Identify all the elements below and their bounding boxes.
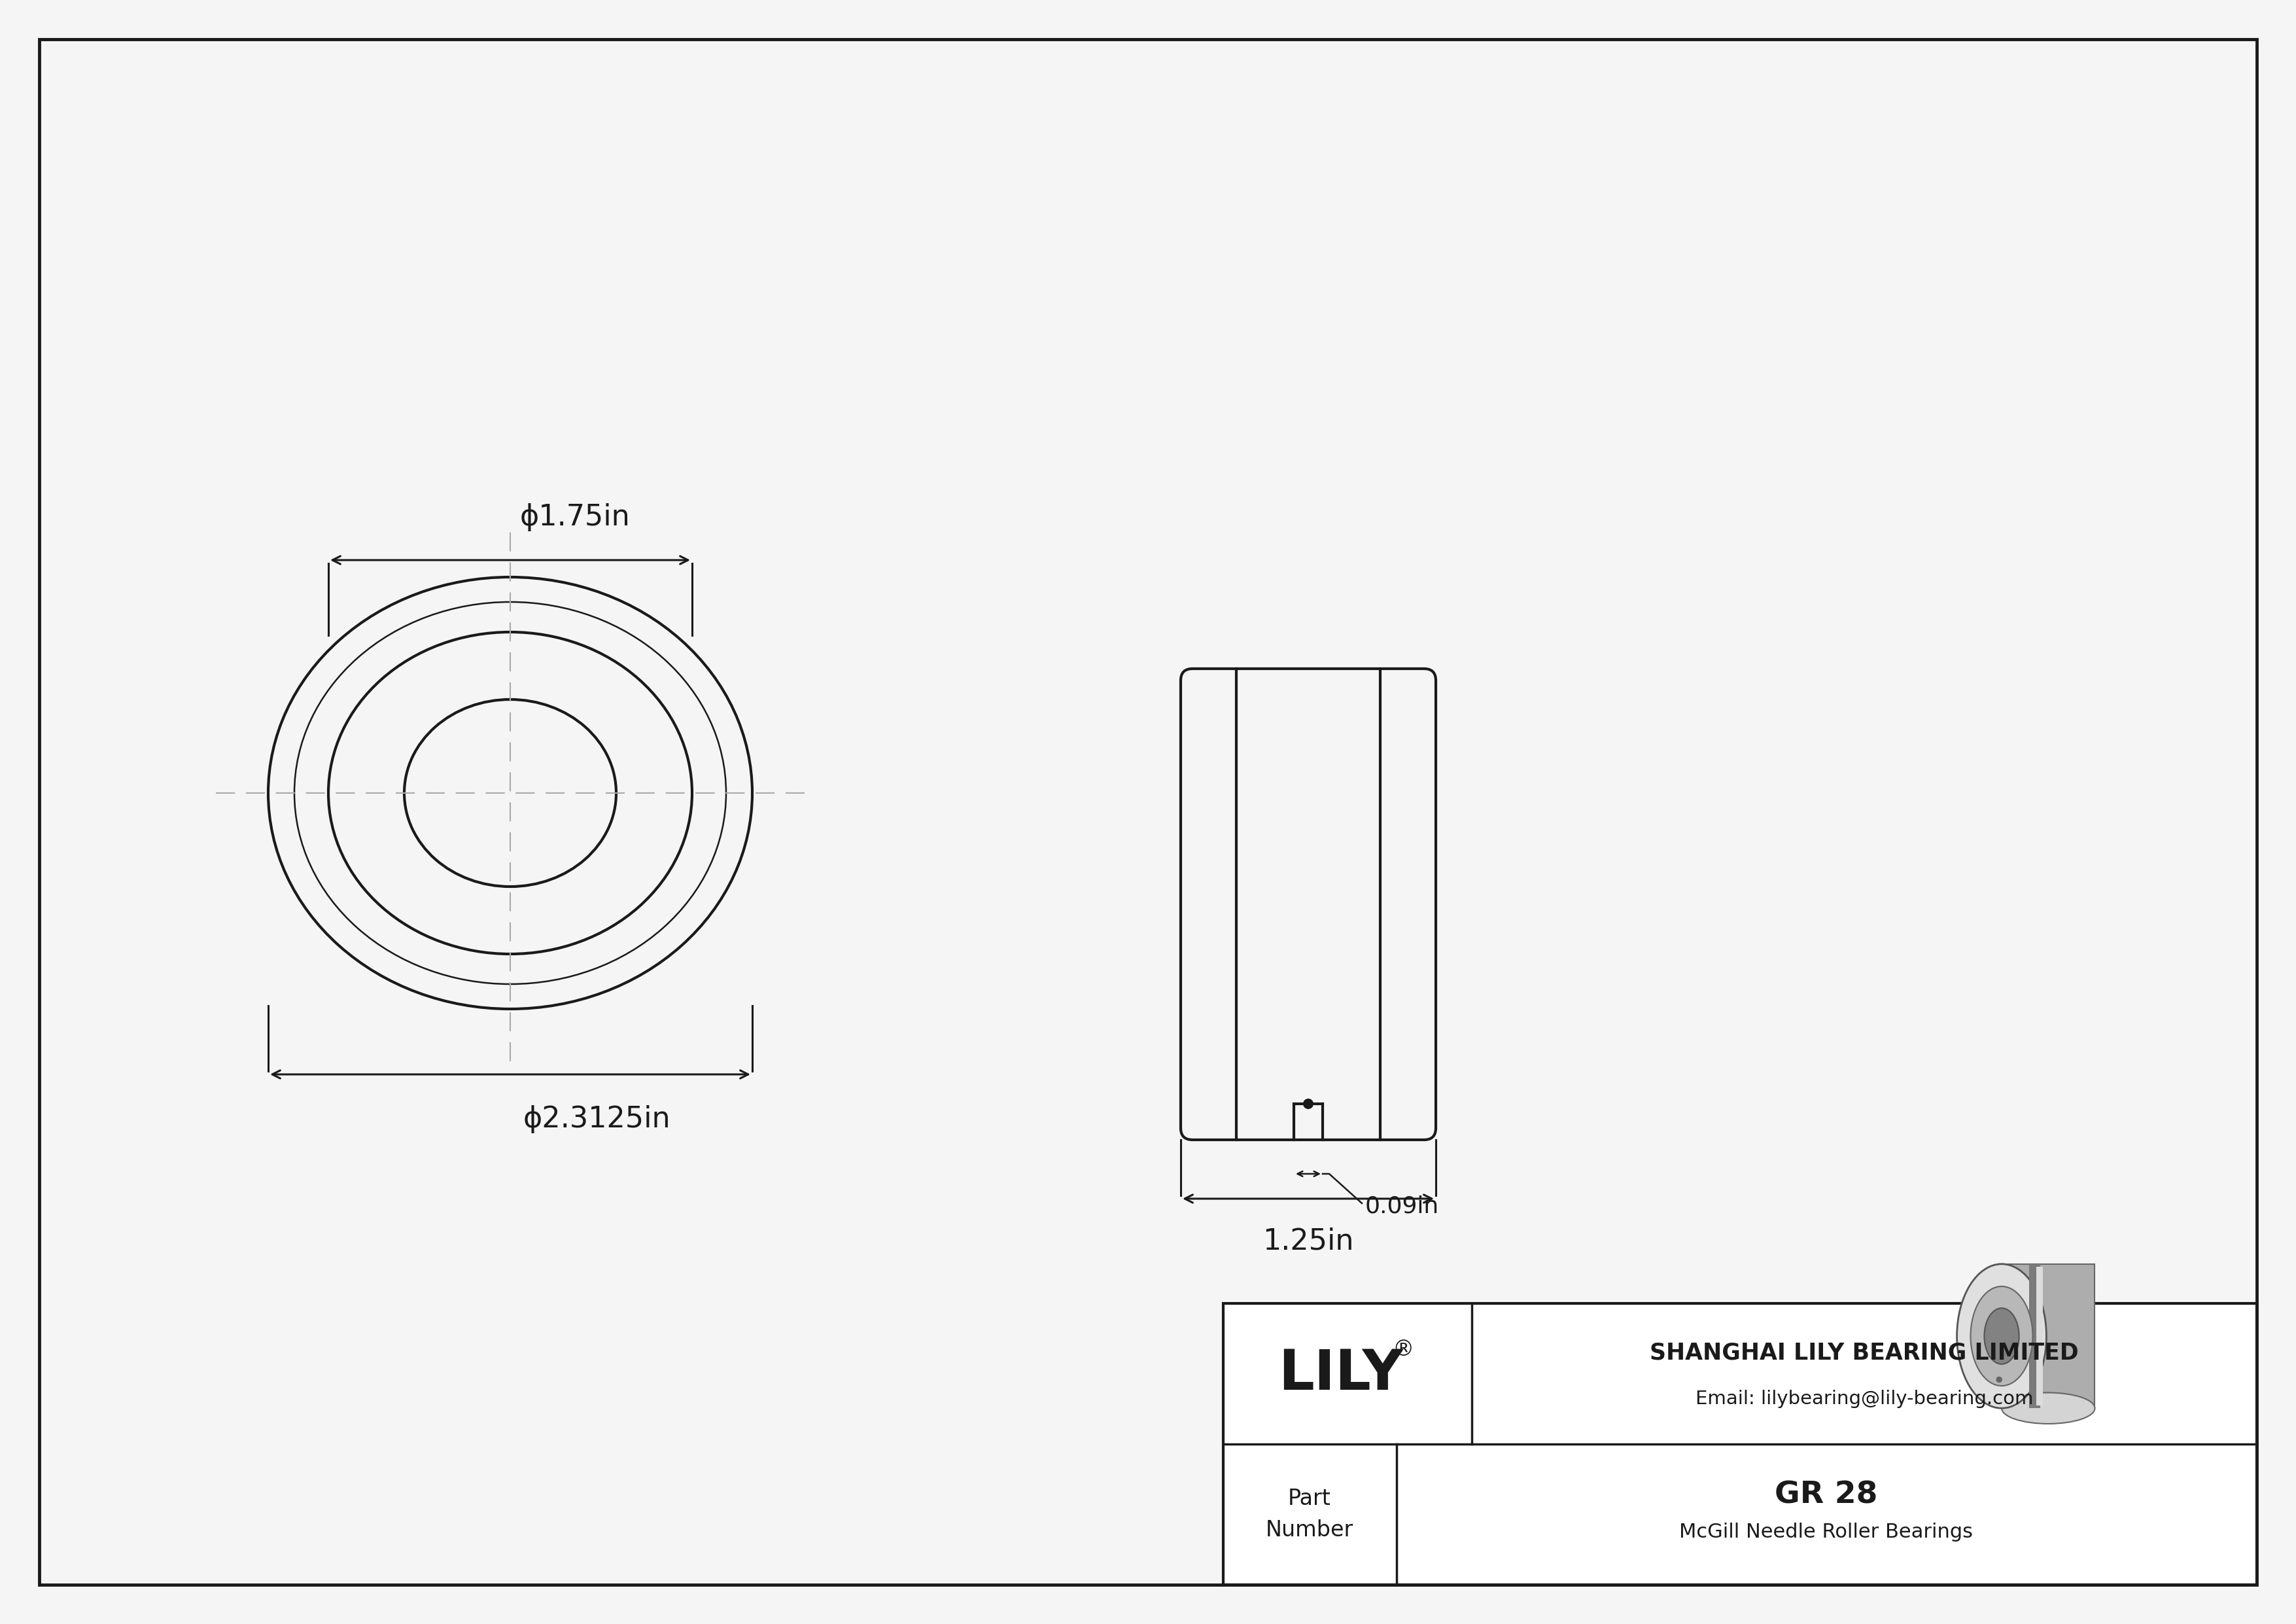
Text: 0.09in: 0.09in <box>1366 1195 1440 1218</box>
Circle shape <box>1995 1377 2002 1382</box>
Ellipse shape <box>2002 1393 2094 1424</box>
Text: GR 28: GR 28 <box>1775 1481 1878 1510</box>
Ellipse shape <box>1956 1263 2046 1408</box>
Bar <box>2037 1267 2043 1406</box>
Text: 1.25in: 1.25in <box>1263 1228 1355 1255</box>
Text: SHANGHAI LILY BEARING LIMITED: SHANGHAI LILY BEARING LIMITED <box>1651 1341 2078 1364</box>
Bar <box>1224 1304 2257 1585</box>
Text: Part: Part <box>1288 1488 1332 1510</box>
Text: ®: ® <box>1391 1338 1414 1359</box>
Bar <box>2002 1263 2094 1408</box>
Text: LILY: LILY <box>1279 1346 1403 1402</box>
Ellipse shape <box>1984 1307 2018 1364</box>
Text: Number: Number <box>1265 1520 1352 1541</box>
Circle shape <box>1304 1098 1313 1109</box>
Bar <box>2030 1263 2041 1408</box>
Text: ϕ2.3125in: ϕ2.3125in <box>523 1104 670 1134</box>
Text: McGill Needle Roller Bearings: McGill Needle Roller Bearings <box>1678 1522 1972 1541</box>
Text: Email: lilybearing@lily-bearing.com: Email: lilybearing@lily-bearing.com <box>1694 1390 2034 1408</box>
Ellipse shape <box>1970 1286 2032 1385</box>
Text: ϕ1.75in: ϕ1.75in <box>519 503 631 531</box>
